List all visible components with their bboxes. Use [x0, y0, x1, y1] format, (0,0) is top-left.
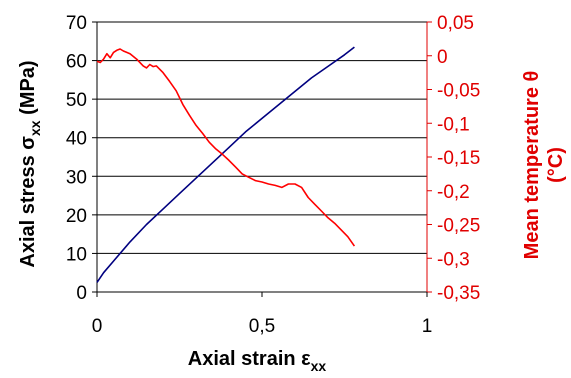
y-left-tick-label: 10	[66, 244, 87, 265]
y-right-tick-label: -0,3	[437, 249, 470, 270]
y-right-tick-label: -0,05	[437, 81, 480, 102]
y-left-tick-label: 20	[66, 206, 87, 227]
y-left-tick-label: 60	[66, 52, 87, 73]
y-right-tick-label: 0,05	[437, 13, 474, 34]
y-axis-right-title-line2: (°C)	[545, 147, 567, 183]
y-axis-right-title-line1: Mean temperature θ	[521, 71, 543, 260]
x-tick-label: 0	[92, 316, 103, 337]
y-right-tick-label: -0,25	[437, 216, 480, 237]
y-right-tick-label: 0	[437, 47, 448, 68]
y-left-tick-label: 30	[66, 167, 87, 188]
y-axis-left-title: Axial stress σxx (MPa)	[17, 60, 43, 267]
y-axis-right-title: Mean temperature θ (°C)	[521, 71, 567, 260]
temperature-series-line	[96, 48, 356, 247]
x-axis-title: Axial strain εxx	[188, 348, 327, 374]
series	[96, 46, 356, 283]
x-tick-label: 0,5	[249, 316, 275, 337]
y-left-tick-label: 40	[66, 129, 87, 150]
y-left-tick-label: 50	[66, 90, 87, 111]
y-right-tick-label: -0,1	[437, 114, 470, 135]
grid	[97, 21, 427, 254]
stress-series-line	[96, 46, 355, 283]
y-right-tick-label: -0,35	[437, 283, 480, 304]
y-left-tick-label: 70	[66, 13, 87, 34]
y-right-tick-label: -0,2	[437, 182, 470, 203]
x-tick-label: 1	[422, 316, 433, 337]
y-right-tick-label: -0,15	[437, 148, 480, 169]
y-left-tick-label: 0	[76, 283, 87, 304]
axes	[92, 22, 428, 293]
